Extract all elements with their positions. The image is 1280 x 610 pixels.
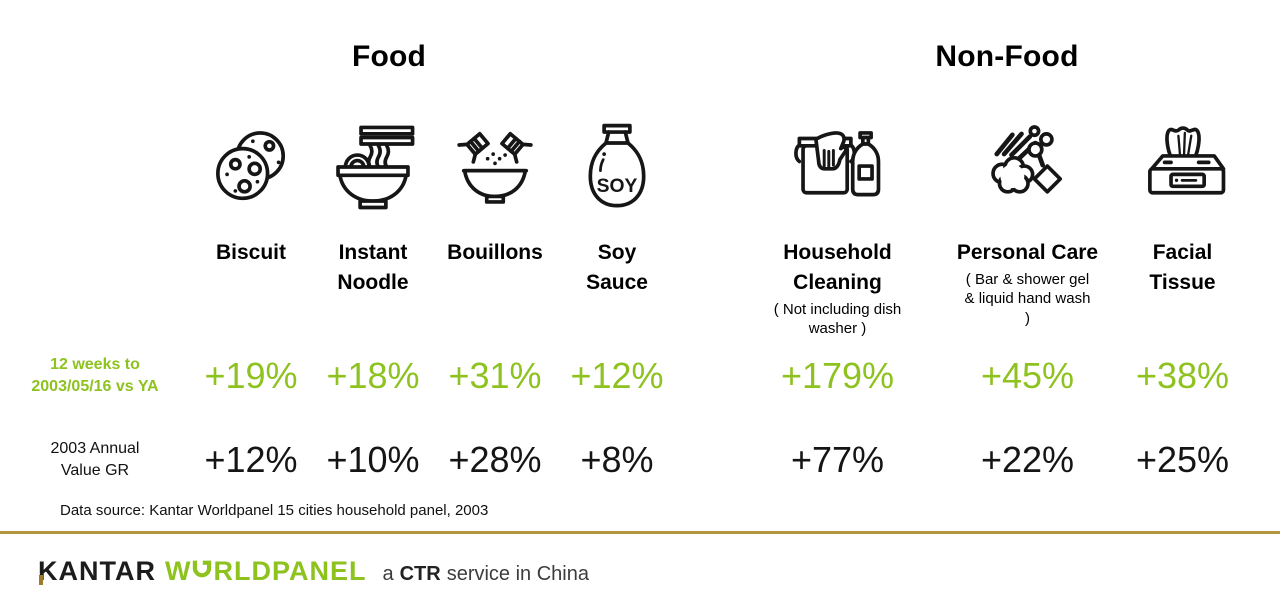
- section-title-food: Food: [351, 40, 427, 73]
- facial-tissue-icon: [1137, 121, 1229, 213]
- tagline-a: a: [382, 563, 394, 585]
- category-note-personal-care: ( Bar & shower gel & liquid hand wash ): [964, 270, 1091, 327]
- annual-growth-row: 2003 Annual Value GR +12% +10% +28% +8% …: [0, 428, 1240, 492]
- section-title-nonfood: Non-Food: [935, 40, 1079, 73]
- kantar-logo-text: KANTAR: [38, 556, 156, 586]
- kantar-gold-accent: [39, 575, 43, 585]
- brand-footer: KANTAR W RLDPANEL a CTR service in China: [38, 556, 589, 587]
- category-name-bouillons: Bouillons: [447, 241, 543, 264]
- instant-noodle-icon: [327, 121, 419, 213]
- category-name-facial-tissue: Facial Tissue: [1149, 241, 1216, 294]
- annual-growth-value: +25%: [1135, 439, 1230, 480]
- annual-growth-value: +12%: [204, 439, 298, 480]
- category-name-biscuit: Biscuit: [215, 241, 286, 264]
- period-growth-value: +12%: [570, 355, 664, 396]
- worldpanel-logo-text: W: [164, 556, 192, 586]
- divider-line: [0, 531, 1280, 534]
- annual-growth-value: +28%: [448, 439, 542, 480]
- category-icons-row: SOY: [0, 121, 1240, 213]
- period-growth-value: +179%: [780, 355, 895, 396]
- period-growth-value: +45%: [980, 355, 1075, 396]
- category-note-household-cleaning: ( Not including dish washer ): [773, 300, 902, 338]
- period-growth-value: +19%: [204, 355, 298, 396]
- period-growth-value: +31%: [448, 355, 542, 396]
- footer-tagline: a CTR service in China: [382, 563, 589, 586]
- biscuit-icon: [205, 121, 297, 213]
- category-name-personal-care: Personal Care: [956, 241, 1099, 264]
- personal-care-icon: [982, 121, 1074, 213]
- annual-growth-value: +10%: [326, 439, 420, 480]
- household-cleaning-icon: [792, 121, 884, 213]
- annual-row-label: 2003 Annual Value GR: [50, 440, 140, 479]
- period-growth-value: +18%: [326, 355, 420, 396]
- tagline-rest: service in China: [446, 563, 589, 585]
- period-growth-value: +38%: [1135, 355, 1230, 396]
- annual-growth-value: +77%: [790, 439, 885, 480]
- annual-growth-value: +22%: [980, 439, 1075, 480]
- worldpanel-logo: W RLDPANEL: [165, 556, 366, 587]
- worldpanel-logo-text: RLDPANEL: [213, 556, 367, 586]
- tagline-ctr: CTR: [399, 563, 441, 585]
- svg-text:SOY: SOY: [597, 176, 638, 197]
- category-name-instant-noodle: Instant Noodle: [337, 241, 409, 294]
- annual-growth-value: +8%: [580, 439, 654, 480]
- kantar-logo: KANTAR: [38, 556, 156, 587]
- data-source-note: Data source: Kantar Worldpanel 15 cities…: [60, 502, 489, 519]
- period-growth-row: 12 weeks to 2003/05/16 vs YA +19% +18% +…: [0, 344, 1240, 408]
- category-name-soy-sauce: Soy Sauce: [586, 241, 648, 294]
- period-row-label: 12 weeks to 2003/05/16 vs YA: [31, 356, 159, 395]
- worldpanel-o-icon: [193, 560, 212, 578]
- bouillons-icon: [449, 121, 541, 213]
- category-name-household-cleaning: Household Cleaning: [783, 241, 892, 294]
- soy-sauce-icon: SOY: [571, 121, 663, 213]
- category-names-row: Biscuit Instant Noodle Bouillons Soy Sau…: [0, 238, 1240, 339]
